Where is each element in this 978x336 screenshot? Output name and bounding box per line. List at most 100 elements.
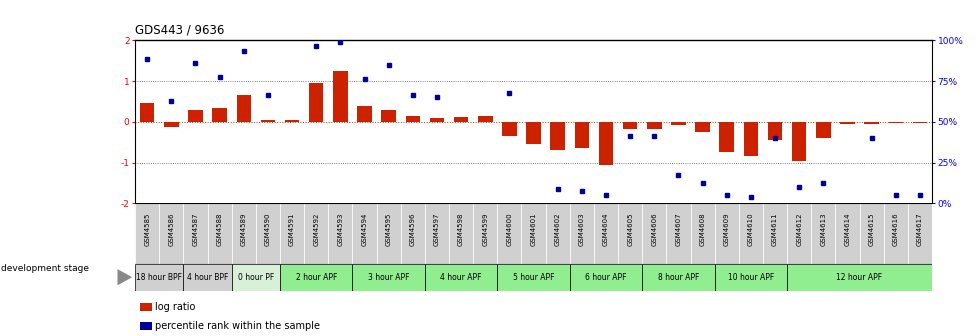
Text: 4 hour BPF: 4 hour BPF — [187, 273, 228, 282]
Bar — [260, 120, 275, 122]
Text: GSM4600: GSM4600 — [506, 212, 511, 246]
Text: 5 hour APF: 5 hour APF — [512, 273, 554, 282]
Bar — [646, 122, 661, 129]
Text: GSM4615: GSM4615 — [867, 212, 873, 246]
Bar — [502, 122, 516, 136]
Bar — [280, 264, 352, 291]
Text: GSM4606: GSM4606 — [650, 212, 656, 246]
Bar — [333, 71, 347, 122]
Text: GSM4604: GSM4604 — [602, 212, 608, 246]
Text: 10 hour APF: 10 hour APF — [727, 273, 774, 282]
Bar — [135, 264, 183, 291]
Bar — [352, 203, 377, 264]
Text: GSM4596: GSM4596 — [410, 212, 416, 246]
Text: GSM4602: GSM4602 — [555, 212, 560, 246]
Bar — [526, 122, 540, 144]
Bar — [694, 122, 709, 132]
Text: GSM4609: GSM4609 — [723, 212, 729, 246]
Text: GSM4592: GSM4592 — [313, 212, 319, 246]
Bar — [140, 103, 155, 122]
Bar — [477, 116, 492, 122]
Bar — [352, 264, 424, 291]
Bar — [424, 203, 449, 264]
Text: GSM4612: GSM4612 — [795, 212, 801, 246]
Text: GSM4614: GSM4614 — [844, 212, 850, 246]
Bar — [357, 106, 372, 122]
Text: 3 hour APF: 3 hour APF — [368, 273, 409, 282]
Bar — [888, 122, 902, 123]
Bar — [449, 203, 472, 264]
Bar — [280, 203, 304, 264]
Bar — [521, 203, 545, 264]
Text: GSM4595: GSM4595 — [385, 212, 391, 246]
Bar — [689, 203, 714, 264]
Bar — [381, 110, 395, 122]
Text: GSM4608: GSM4608 — [699, 212, 705, 246]
Bar — [599, 122, 612, 165]
Text: log ratio: log ratio — [155, 302, 195, 312]
Text: 18 hour BPF: 18 hour BPF — [136, 273, 182, 282]
Text: development stage: development stage — [1, 264, 89, 273]
Bar — [911, 122, 926, 123]
Bar — [666, 203, 689, 264]
Text: GSM4610: GSM4610 — [747, 212, 753, 246]
Bar — [816, 122, 829, 138]
Text: 8 hour APF: 8 hour APF — [657, 273, 698, 282]
Text: GSM4593: GSM4593 — [337, 212, 343, 246]
Bar — [714, 203, 738, 264]
Bar — [594, 203, 617, 264]
Text: GSM4603: GSM4603 — [578, 212, 584, 246]
Bar — [377, 203, 400, 264]
Bar — [642, 203, 666, 264]
Bar — [304, 203, 328, 264]
Bar — [232, 264, 280, 291]
Text: GSM4590: GSM4590 — [265, 212, 271, 246]
Text: GSM4601: GSM4601 — [530, 212, 536, 246]
Text: GSM4599: GSM4599 — [482, 212, 488, 246]
Bar — [767, 122, 781, 140]
Text: GSM4591: GSM4591 — [289, 212, 294, 246]
Bar — [454, 117, 467, 122]
Bar — [550, 122, 564, 150]
Bar — [762, 203, 786, 264]
Bar — [255, 203, 280, 264]
Bar — [617, 203, 642, 264]
Polygon shape — [117, 269, 132, 285]
Text: 12 hour APF: 12 hour APF — [835, 273, 882, 282]
Bar — [183, 203, 207, 264]
Text: GSM4616: GSM4616 — [892, 212, 898, 246]
Bar — [232, 203, 255, 264]
Bar — [714, 264, 786, 291]
Bar — [183, 264, 232, 291]
Text: GSM4587: GSM4587 — [193, 212, 199, 246]
Text: 2 hour APF: 2 hour APF — [295, 273, 336, 282]
Bar — [791, 122, 806, 161]
Bar — [738, 203, 762, 264]
Bar — [834, 203, 859, 264]
Bar — [237, 95, 250, 122]
Text: GSM4586: GSM4586 — [168, 212, 174, 246]
Text: GSM4605: GSM4605 — [627, 212, 633, 246]
Text: GSM4588: GSM4588 — [216, 212, 222, 246]
Text: GSM4597: GSM4597 — [433, 212, 439, 246]
Bar — [188, 111, 202, 122]
Bar — [786, 203, 811, 264]
Bar — [497, 264, 569, 291]
Bar — [569, 264, 642, 291]
Bar — [719, 122, 734, 152]
Bar — [622, 122, 637, 129]
Bar — [907, 203, 931, 264]
Bar — [545, 203, 569, 264]
Text: 4 hour APF: 4 hour APF — [440, 273, 481, 282]
Bar — [472, 203, 497, 264]
Bar — [429, 118, 444, 122]
Text: GDS443 / 9636: GDS443 / 9636 — [135, 24, 224, 37]
Bar — [859, 203, 883, 264]
Bar — [405, 116, 420, 122]
Bar — [671, 122, 685, 125]
Bar — [497, 203, 521, 264]
Bar — [400, 203, 424, 264]
Text: GSM4585: GSM4585 — [144, 212, 150, 246]
Text: 6 hour APF: 6 hour APF — [585, 273, 626, 282]
Bar — [786, 264, 931, 291]
